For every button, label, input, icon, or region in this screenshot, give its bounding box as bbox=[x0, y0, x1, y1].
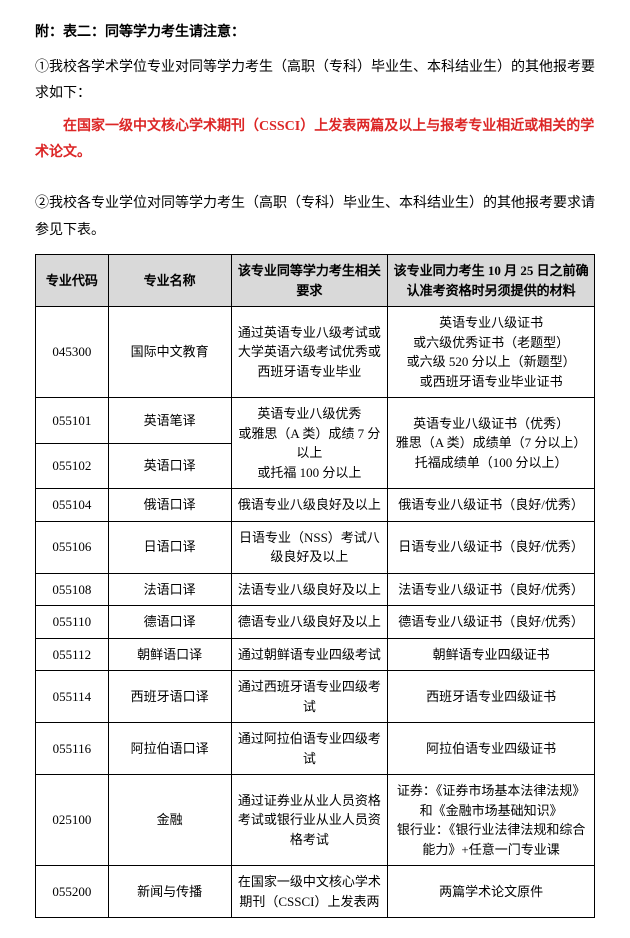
cell-req: 法语专业八级良好及以上 bbox=[231, 573, 388, 606]
cell-material: 证券：《证券市场基本法律法规》和《金融市场基础知识》银行业：《银行业法律法规和综… bbox=[388, 775, 595, 866]
cell-name: 日语口译 bbox=[108, 521, 231, 573]
cell-code: 055101 bbox=[36, 398, 109, 444]
cell-code: 055102 bbox=[36, 443, 109, 489]
cell-material: 法语专业八级证书（良好/优秀） bbox=[388, 573, 595, 606]
cell-req: 俄语专业八级良好及以上 bbox=[231, 489, 388, 522]
cell-name: 英语口译 bbox=[108, 443, 231, 489]
table-row: 055110德语口译德语专业八级良好及以上德语专业八级证书（良好/优秀） bbox=[36, 606, 595, 639]
cell-req: 日语专业（NSS）考试八级良好及以上 bbox=[231, 521, 388, 573]
table-header-row: 专业代码 专业名称 该专业同等学力考生相关要求 该专业同力考生 10 月 25 … bbox=[36, 255, 595, 307]
table-row: 055116阿拉伯语口译通过阿拉伯语专业四级考试阿拉伯语专业四级证书 bbox=[36, 723, 595, 775]
cell-name: 法语口译 bbox=[108, 573, 231, 606]
para-2: ②我校各专业学位对同等学力考生（高职（专科）毕业生、本科结业生）的其他报考要求请… bbox=[35, 191, 595, 244]
attachment-title: 附：表二：同等学力考生请注意： bbox=[35, 20, 595, 47]
th-code: 专业代码 bbox=[36, 255, 109, 307]
cell-material: 俄语专业八级证书（良好/优秀） bbox=[388, 489, 595, 522]
th-req: 该专业同等学力考生相关要求 bbox=[231, 255, 388, 307]
cell-code: 025100 bbox=[36, 775, 109, 866]
table-row: 055108法语口译法语专业八级良好及以上法语专业八级证书（良好/优秀） bbox=[36, 573, 595, 606]
cell-name: 英语笔译 bbox=[108, 398, 231, 444]
cell-code: 055110 bbox=[36, 606, 109, 639]
cell-code: 055200 bbox=[36, 866, 109, 918]
cell-code: 055106 bbox=[36, 521, 109, 573]
cell-name: 新闻与传播 bbox=[108, 866, 231, 918]
cell-material: 英语专业八级证书（优秀）雅思（A 类）成绩单（7 分以上）托福成绩单（100 分… bbox=[388, 398, 595, 489]
red-requirement: 在国家一级中文核心学术期刊（CSSCI）上发表两篇及以上与报考专业相近或相关的学… bbox=[35, 114, 595, 167]
cell-req: 通过西班牙语专业四级考试 bbox=[231, 671, 388, 723]
table-body: 045300国际中文教育通过英语专业八级考试或大学英语六级考试优秀或西班牙语专业… bbox=[36, 307, 595, 918]
cell-material: 德语专业八级证书（良好/优秀） bbox=[388, 606, 595, 639]
cell-material: 西班牙语专业四级证书 bbox=[388, 671, 595, 723]
cell-code: 055112 bbox=[36, 638, 109, 671]
cell-material: 日语专业八级证书（良好/优秀） bbox=[388, 521, 595, 573]
table-row: 055106日语口译日语专业（NSS）考试八级良好及以上日语专业八级证书（良好/… bbox=[36, 521, 595, 573]
table-row: 025100金融通过证券业从业人员资格考试或银行业从业人员资格考试证券：《证券市… bbox=[36, 775, 595, 866]
cell-material: 朝鲜语专业四级证书 bbox=[388, 638, 595, 671]
cell-material: 英语专业八级证书或六级优秀证书（老题型）或六级 520 分以上（新题型）或西班牙… bbox=[388, 307, 595, 398]
cell-req: 在国家一级中文核心学术期刊（CSSCI）上发表两 bbox=[231, 866, 388, 918]
th-name: 专业名称 bbox=[108, 255, 231, 307]
cell-code: 045300 bbox=[36, 307, 109, 398]
cell-req: 通过阿拉伯语专业四级考试 bbox=[231, 723, 388, 775]
table-row: 055101英语笔译英语专业八级优秀或雅思（A 类）成绩 7 分以上或托福 10… bbox=[36, 398, 595, 444]
cell-name: 国际中文教育 bbox=[108, 307, 231, 398]
cell-name: 德语口译 bbox=[108, 606, 231, 639]
cell-code: 055108 bbox=[36, 573, 109, 606]
cell-material: 两篇学术论文原件 bbox=[388, 866, 595, 918]
table-row: 045300国际中文教育通过英语专业八级考试或大学英语六级考试优秀或西班牙语专业… bbox=[36, 307, 595, 398]
cell-req: 通过证券业从业人员资格考试或银行业从业人员资格考试 bbox=[231, 775, 388, 866]
cell-code: 055116 bbox=[36, 723, 109, 775]
requirements-table: 专业代码 专业名称 该专业同等学力考生相关要求 该专业同力考生 10 月 25 … bbox=[35, 254, 595, 918]
cell-name: 阿拉伯语口译 bbox=[108, 723, 231, 775]
cell-req: 通过朝鲜语专业四级考试 bbox=[231, 638, 388, 671]
cell-code: 055104 bbox=[36, 489, 109, 522]
cell-name: 朝鲜语口译 bbox=[108, 638, 231, 671]
cell-req: 通过英语专业八级考试或大学英语六级考试优秀或西班牙语专业毕业 bbox=[231, 307, 388, 398]
table-row: 055112朝鲜语口译通过朝鲜语专业四级考试朝鲜语专业四级证书 bbox=[36, 638, 595, 671]
cell-name: 金融 bbox=[108, 775, 231, 866]
cell-name: 西班牙语口译 bbox=[108, 671, 231, 723]
cell-code: 055114 bbox=[36, 671, 109, 723]
cell-material: 阿拉伯语专业四级证书 bbox=[388, 723, 595, 775]
cell-req: 英语专业八级优秀或雅思（A 类）成绩 7 分以上或托福 100 分以上 bbox=[231, 398, 388, 489]
cell-req: 德语专业八级良好及以上 bbox=[231, 606, 388, 639]
para-1: ①我校各学术学位专业对同等学力考生（高职（专科）毕业生、本科结业生）的其他报考要… bbox=[35, 55, 595, 108]
table-row: 055200新闻与传播在国家一级中文核心学术期刊（CSSCI）上发表两两篇学术论… bbox=[36, 866, 595, 918]
th-material: 该专业同力考生 10 月 25 日之前确认准考资格时另须提供的材料 bbox=[388, 255, 595, 307]
table-row: 055114西班牙语口译通过西班牙语专业四级考试西班牙语专业四级证书 bbox=[36, 671, 595, 723]
table-row: 055104俄语口译俄语专业八级良好及以上俄语专业八级证书（良好/优秀） bbox=[36, 489, 595, 522]
cell-name: 俄语口译 bbox=[108, 489, 231, 522]
